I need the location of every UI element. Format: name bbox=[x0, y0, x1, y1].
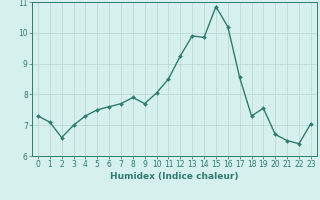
X-axis label: Humidex (Indice chaleur): Humidex (Indice chaleur) bbox=[110, 172, 239, 181]
